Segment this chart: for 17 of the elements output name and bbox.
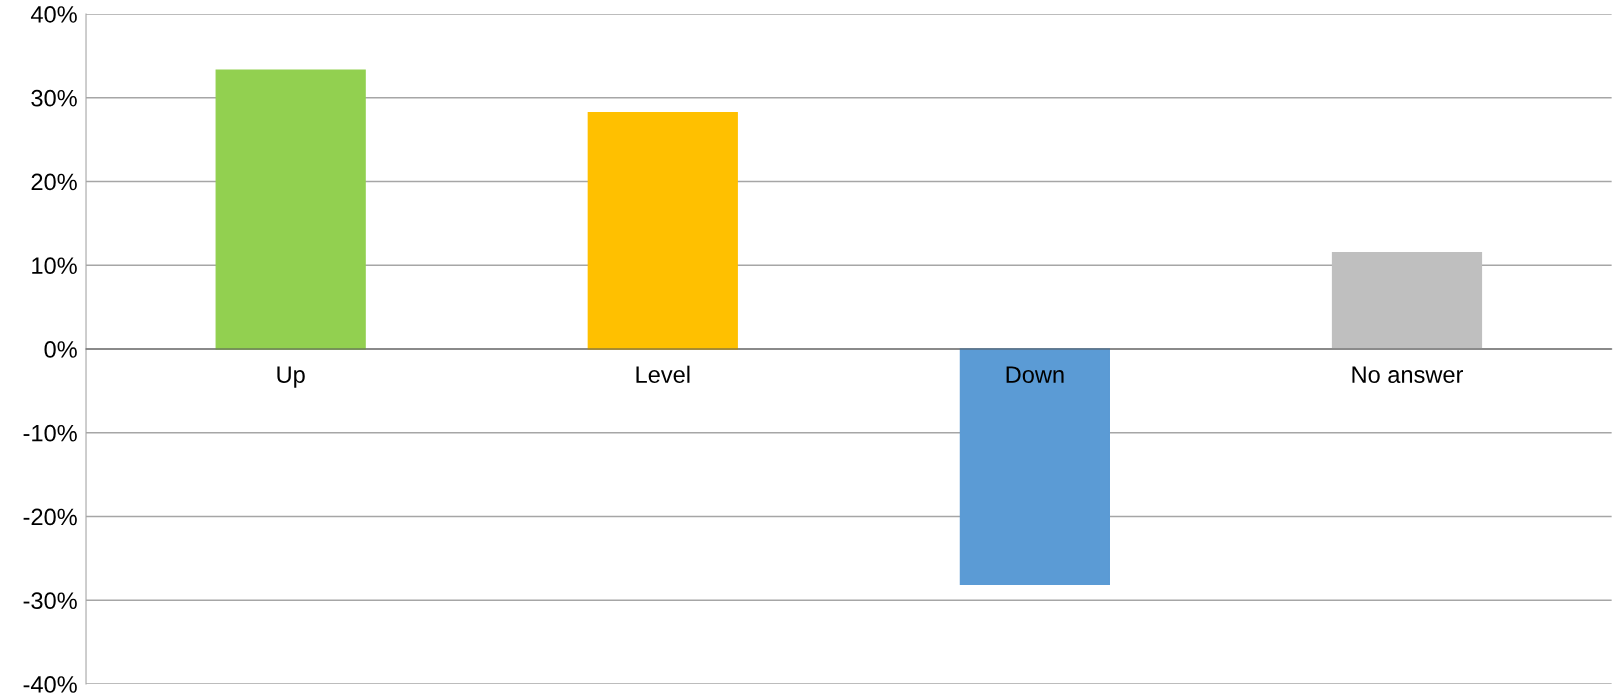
bar <box>1331 251 1483 350</box>
x-tick-label: Up <box>277 366 305 388</box>
x-tick-label: Down <box>1006 366 1064 384</box>
x-tick-label: No answer <box>1352 366 1464 384</box>
y-tick-label: -30% <box>23 592 77 610</box>
bar <box>959 348 1110 586</box>
y-tick-label: 30% <box>31 89 77 107</box>
y-tick-label: 20% <box>31 173 77 191</box>
y-tick-label: -40% <box>23 676 77 693</box>
y-tick-label: -20% <box>23 508 77 526</box>
y-tick-label: -10% <box>23 424 77 442</box>
x-tick-label: Level <box>636 365 690 384</box>
y-tick-label: 0% <box>44 341 77 358</box>
y-tick-label: 10% <box>32 257 77 275</box>
bar <box>215 69 366 350</box>
bar <box>587 112 738 350</box>
y-tick-label: 40% <box>30 6 77 23</box>
